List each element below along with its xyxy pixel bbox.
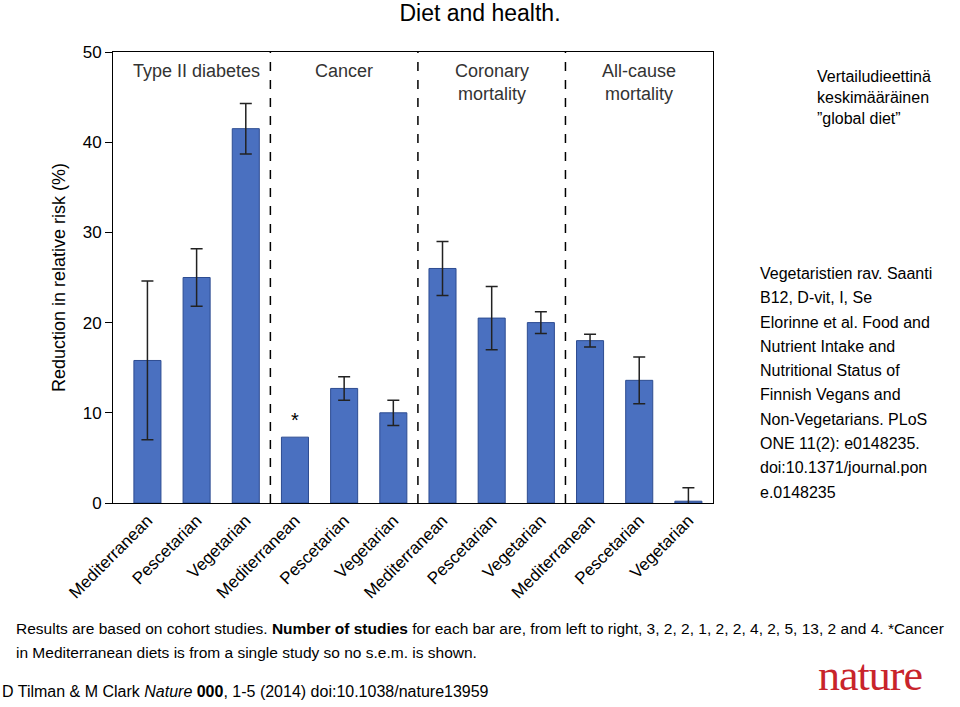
svg-text:Type II diabetes: Type II diabetes [133,61,260,81]
html-text:Vegetaristien rav. Saanti: Vegetaristien rav. Saanti [760,265,933,282]
svg-text:All-causemortality: All-causemortality [602,61,676,104]
svg-text:Pescetarian: Pescetarian [571,511,648,588]
svg-text:Cancer: Cancer [315,61,373,81]
svg-text:*: * [291,409,299,431]
svg-text:Pescetarian: Pescetarian [129,511,206,588]
svg-text:Mediterranean: Mediterranean [508,511,599,602]
svg-text:Mediterranean: Mediterranean [65,511,156,602]
svg-text:Mediterranean: Mediterranean [360,511,451,602]
svg-text:20: 20 [83,314,102,333]
html-text:ONE 11(2): e0148235.: ONE 11(2): e0148235. [760,435,920,453]
html-text:Diet and health.: Diet and health. [399,0,561,26]
html-text:D Tilman & M Clark Nature 000,: D Tilman & M Clark Nature 000, 1-5 (2014… [2,683,489,700]
svg-text:Pescetarian: Pescetarian [276,511,353,588]
svg-text:Reduction in relative risk (%): Reduction in relative risk (%) [49,163,69,392]
html-text:B12, D-vit, I, Se: B12, D-vit, I, Se [760,289,872,307]
html-text:Elorinne et al. Food and: Elorinne et al. Food and [760,313,930,331]
html-text:keskimääräinen: keskimääräinen [817,89,930,106]
svg-text:10: 10 [83,404,102,423]
svg-text:0: 0 [92,494,101,513]
svg-text:Vegetarian: Vegetarian [626,511,697,582]
svg-text:Vegetarian: Vegetarian [479,511,550,582]
svg-text:Vegetarian: Vegetarian [331,511,402,582]
html-text:Results are based on cohort st: Results are based on cohort studies. Num… [16,620,944,661]
svg-text:50: 50 [83,43,102,62]
html-text:Nutrient Intake and: Nutrient Intake and [760,337,896,355]
svg-text:Vegetarian: Vegetarian [184,511,255,582]
html-text:Vertailudieettinä: Vertailudieettinä [817,68,931,85]
svg-text:Pescetarian: Pescetarian [424,511,501,588]
svg-text:30: 30 [83,223,102,242]
html-text:”global diet”: ”global diet” [817,110,901,127]
html-text:doi:10.1371/journal.pon: doi:10.1371/journal.pon [760,459,928,477]
svg-text:40: 40 [83,133,102,152]
html-text:Nutritional Status of: Nutritional Status of [760,362,900,380]
svg-text:Coronarymortality: Coronarymortality [455,61,529,104]
html-text:nature: nature [818,651,922,700]
html-text:Non-Vegetarians. PLoS: Non-Vegetarians. PLoS [760,410,928,428]
html-text:Finnish Vegans and: Finnish Vegans and [760,386,901,404]
svg-text:Mediterranean: Mediterranean [213,511,304,602]
html-text:e.0148235: e.0148235 [760,483,836,501]
